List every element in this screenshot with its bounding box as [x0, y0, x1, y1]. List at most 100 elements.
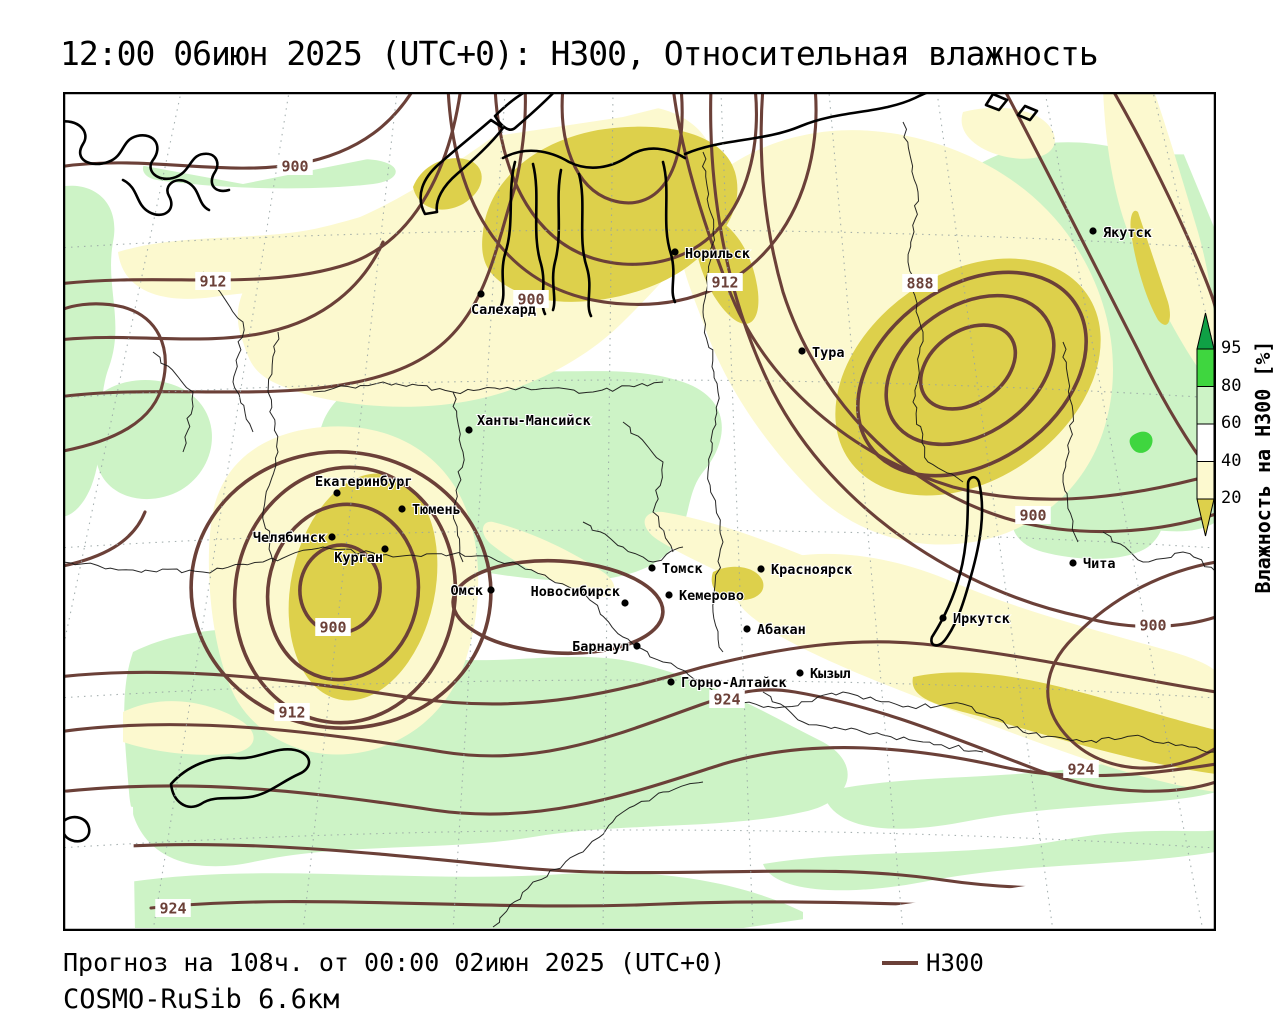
contour-label-box — [902, 274, 938, 292]
city-dot — [648, 564, 656, 572]
contour-line — [446, 85, 818, 306]
contour-label: 888 — [902, 274, 938, 293]
city-marker: Курган — [333, 545, 389, 567]
admin-border — [582, 521, 684, 563]
domain-edge-top-left — [63, 92, 723, 184]
city-label: Барнаул — [572, 639, 629, 655]
city-marker: Ханты-Мансийск — [465, 412, 592, 434]
contour-label-text: 888 — [906, 275, 933, 293]
contour-line — [56, 85, 527, 399]
city-marker: Екатеринбург — [314, 473, 414, 497]
contour-ring — [918, 323, 1018, 411]
humidity-region-dry — [711, 566, 764, 601]
admin-border — [1062, 341, 1079, 543]
colorbar-tick-label: 40 — [1221, 450, 1242, 471]
contour-label: 900 — [513, 290, 549, 309]
admin-border — [722, 691, 1217, 753]
city-marker: Томск — [648, 560, 704, 578]
humidity-region-bright — [1129, 431, 1153, 453]
graticule-line — [57, 229, 1217, 249]
city-dot — [381, 545, 389, 553]
city-label: Норильск — [685, 246, 750, 262]
contour-line — [709, 85, 1218, 628]
admin-border — [902, 121, 964, 483]
contour-label-text: 912 — [711, 274, 738, 292]
city-label: Чита — [1083, 556, 1116, 572]
contour-label-box — [155, 899, 191, 917]
admin-border — [202, 271, 254, 433]
city-label: Красноярск — [771, 562, 852, 578]
city-dot — [398, 505, 406, 513]
city-dot — [667, 678, 675, 686]
contour-ring — [856, 270, 1088, 478]
contour-label-text: 912 — [199, 273, 226, 291]
contour-line — [56, 746, 1218, 816]
humidity-region — [59, 185, 116, 518]
city-marker: Чита — [1069, 555, 1117, 573]
contour-label: 900 — [315, 618, 351, 637]
city-dot — [671, 248, 679, 256]
page-title: 12:00 06июн 2025 (UTC+0): H300, Относите… — [60, 34, 1099, 73]
city-label: Кызыл — [810, 666, 851, 682]
weather-map: 900 912 900 912 888 900 912 924 900 900 924 924 Нор… — [2, 85, 1280, 932]
contour-label: 900 — [277, 157, 313, 176]
contour-label-text: 924 — [159, 900, 186, 918]
city-marker: Барнаул — [571, 638, 641, 656]
city-dot — [743, 625, 751, 633]
city-dot — [465, 426, 473, 434]
admin-border — [152, 351, 194, 453]
admin-border — [452, 391, 465, 563]
lake-balkhash — [169, 747, 311, 809]
city-label: Омск — [450, 583, 483, 599]
city-dot — [796, 669, 804, 677]
city-marker: Горно-Алтайск — [667, 674, 788, 692]
contour-ring — [189, 450, 493, 730]
h300-legend-line — [882, 961, 918, 965]
contour-line — [56, 240, 385, 342]
coastline-taymyr — [683, 85, 951, 156]
colorbar-segment-below-20 — [1196, 498, 1215, 537]
city-marker: Абакан — [743, 621, 807, 639]
contour-label-box — [277, 157, 313, 175]
admin-border — [492, 781, 704, 928]
map-canvas: 900 912 900 912 888 900 912 924 900 900 924 924 Нор… — [2, 85, 1280, 932]
city-marker: Красноярск — [757, 561, 853, 579]
city-dot — [1069, 559, 1077, 567]
city-marker: Новосибирск — [530, 583, 629, 607]
humidity-region — [961, 107, 1055, 159]
city-label: Курган — [334, 550, 383, 566]
contour-labels: 900 912 900 912 888 900 912 924 900 900 924 924 — [155, 157, 1171, 918]
city-label: Екатеринбург — [315, 474, 413, 490]
contour-label-text: 900 — [319, 619, 346, 637]
graticule-line — [57, 679, 1217, 699]
city-marker: Тюмень — [398, 501, 462, 519]
contour-line — [56, 302, 167, 454]
city-dot — [757, 565, 765, 573]
contour-label-box — [513, 290, 549, 308]
forecast-info: Прогноз на 108ч. от 00:00 02июн 2025 (UT… — [63, 948, 726, 977]
contour-label: 912 — [274, 703, 310, 722]
city-dot — [621, 599, 629, 607]
coastline-gydan — [501, 147, 687, 169]
city-label: Иркутск — [953, 611, 1010, 627]
contour-label-text: 924 — [1067, 761, 1094, 779]
contour-label-text: 900 — [1139, 617, 1166, 635]
contour-label-box — [195, 272, 231, 290]
admin-border — [262, 331, 280, 563]
city-label: Тюмень — [412, 502, 461, 518]
coastline-ob-bay-west — [499, 160, 517, 308]
admin-border — [762, 691, 984, 753]
graticule-line — [57, 829, 1217, 849]
contour-ring — [265, 502, 421, 682]
contour-ring — [451, 558, 665, 656]
admin-border — [62, 546, 724, 703]
h300-contour-lines — [56, 85, 1218, 910]
contour-ring — [884, 293, 1056, 447]
contour-label-box — [1015, 506, 1051, 524]
contour-label-text: 900 — [517, 291, 544, 309]
city-dot — [665, 591, 673, 599]
city-markers: Норильск Якутск Салехард Тура Ханты-Мансийск… — [252, 224, 1153, 692]
colorbar-segment-60-80 — [1196, 386, 1215, 425]
humidity-region — [823, 754, 1216, 829]
domain-edge-bottom-left — [63, 792, 135, 931]
